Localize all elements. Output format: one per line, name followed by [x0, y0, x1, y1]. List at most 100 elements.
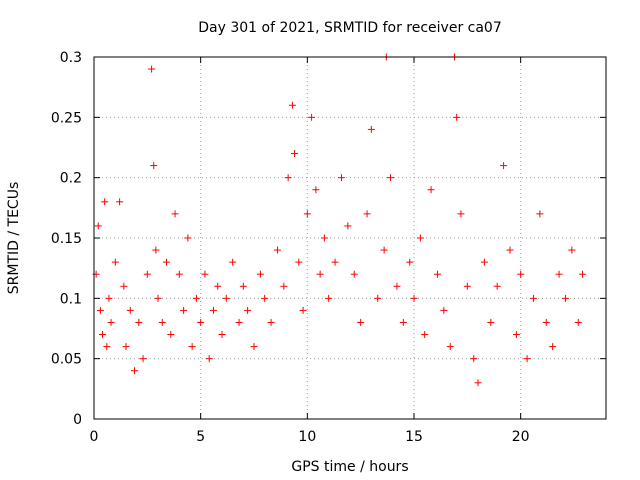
data-point [416, 234, 424, 242]
data-point [163, 258, 171, 266]
data-point [96, 306, 104, 314]
data-point [154, 294, 162, 302]
data-point [517, 270, 525, 278]
x-tick-label: 20 [512, 429, 530, 445]
data-point [235, 318, 243, 326]
data-point [470, 355, 478, 363]
data-point [218, 331, 226, 339]
data-point [167, 331, 175, 339]
data-point [393, 282, 401, 290]
data-point [555, 270, 563, 278]
data-point [561, 294, 569, 302]
data-point [171, 210, 179, 218]
data-point [150, 162, 158, 170]
data-point [201, 270, 209, 278]
data-point [374, 294, 382, 302]
data-point [320, 234, 328, 242]
data-point [209, 306, 217, 314]
data-point [158, 318, 166, 326]
data-point [299, 306, 307, 314]
data-point [367, 125, 375, 133]
x-axis-label: GPS time / hours [291, 459, 408, 475]
data-point [152, 246, 160, 254]
data-point [574, 318, 582, 326]
data-point [261, 294, 269, 302]
data-point [192, 294, 200, 302]
y-axis-ticks: 0 0.05 0.1 0.15 0.2 0.25 0.3 [51, 50, 606, 428]
grid-lines [94, 57, 606, 419]
x-tick-label: 10 [298, 429, 316, 445]
data-point [363, 210, 371, 218]
data-point [421, 331, 429, 339]
data-point [103, 343, 111, 351]
data-point [105, 294, 113, 302]
data-point [148, 65, 156, 73]
data-point [312, 186, 320, 194]
data-point [143, 270, 151, 278]
y-tick-label: 0.3 [60, 50, 82, 66]
data-point [529, 294, 537, 302]
data-point [116, 198, 124, 206]
data-point [288, 101, 296, 109]
data-point [474, 379, 482, 387]
y-tick-label: 0.1 [60, 291, 82, 307]
data-points [92, 53, 587, 387]
data-point [487, 318, 495, 326]
data-point [205, 355, 213, 363]
data-point [229, 258, 237, 266]
data-point [536, 210, 544, 218]
data-point [94, 222, 102, 230]
data-point [197, 318, 205, 326]
data-point [284, 174, 292, 182]
x-axis-ticks: 0 5 10 15 20 [90, 57, 530, 445]
data-point [273, 246, 281, 254]
data-point [579, 270, 587, 278]
data-point [523, 355, 531, 363]
data-point [506, 246, 514, 254]
data-point [316, 270, 324, 278]
data-point [480, 258, 488, 266]
data-point [180, 306, 188, 314]
data-point [410, 294, 418, 302]
data-point [453, 113, 461, 121]
chart-title: Day 301 of 2021, SRMTID for receiver ca0… [198, 20, 502, 36]
data-point [463, 282, 471, 290]
data-point [126, 306, 134, 314]
data-point [457, 210, 465, 218]
data-point [337, 174, 345, 182]
data-point [493, 282, 501, 290]
y-tick-label: 0.05 [51, 352, 82, 368]
data-point [222, 294, 230, 302]
data-point [295, 258, 303, 266]
data-point [325, 294, 333, 302]
data-point [357, 318, 365, 326]
y-tick-label: 0 [73, 412, 82, 428]
data-point [427, 186, 435, 194]
x-tick-label: 0 [90, 429, 99, 445]
data-point [175, 270, 183, 278]
y-tick-label: 0.2 [60, 171, 82, 187]
data-point [244, 306, 252, 314]
data-point [188, 343, 196, 351]
data-point [387, 174, 395, 182]
data-point [500, 162, 508, 170]
data-point [131, 367, 139, 375]
data-point [344, 222, 352, 230]
y-axis-label: SRMTID / TECUs [6, 182, 22, 295]
data-point [399, 318, 407, 326]
data-point [380, 246, 388, 254]
data-point [291, 150, 299, 158]
data-point [250, 343, 258, 351]
data-point [239, 282, 247, 290]
data-point [111, 258, 119, 266]
data-point [308, 113, 316, 121]
data-point [139, 355, 147, 363]
data-point [542, 318, 550, 326]
data-point [446, 343, 454, 351]
x-tick-label: 15 [405, 429, 423, 445]
data-point [267, 318, 275, 326]
data-point [99, 331, 107, 339]
data-point [101, 198, 109, 206]
data-point [280, 282, 288, 290]
